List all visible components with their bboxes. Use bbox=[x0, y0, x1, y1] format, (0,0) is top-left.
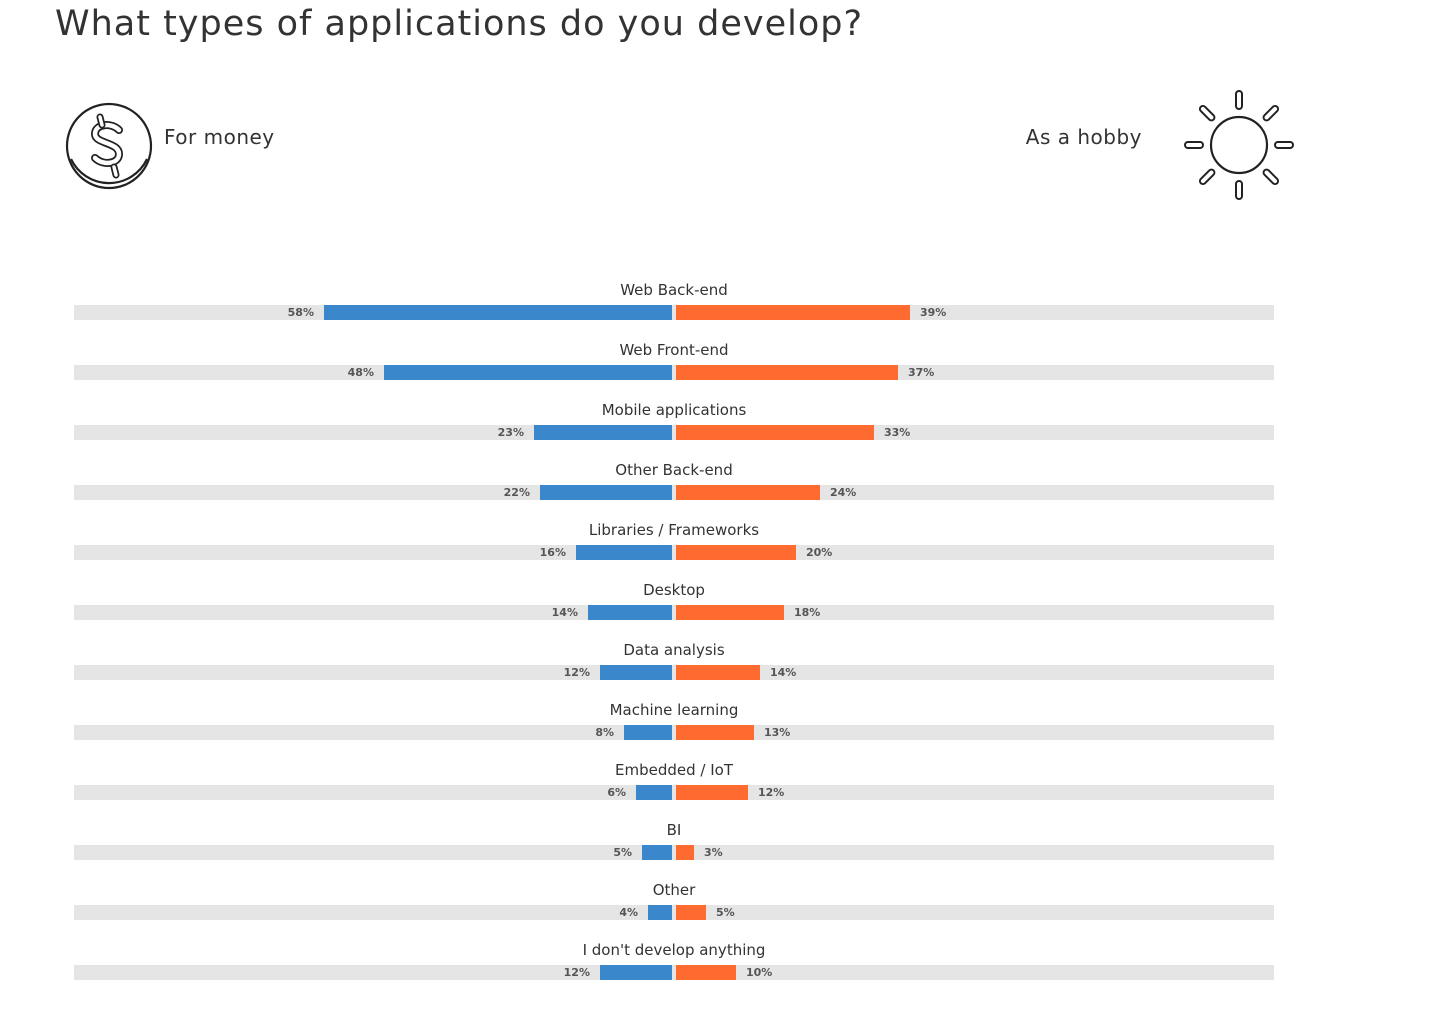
category-label: Other Back-end bbox=[615, 461, 732, 479]
bar-as-a-hobby bbox=[676, 845, 694, 860]
bar-for-money bbox=[648, 905, 672, 920]
value-label-as-a-hobby: 24% bbox=[830, 486, 856, 499]
value-label-as-a-hobby: 14% bbox=[770, 666, 796, 679]
bar-as-a-hobby bbox=[676, 305, 910, 320]
value-label-for-money: 23% bbox=[498, 426, 524, 439]
bar-track bbox=[74, 905, 1274, 920]
bar-for-money bbox=[588, 605, 672, 620]
bar-as-a-hobby bbox=[676, 905, 706, 920]
value-label-as-a-hobby: 12% bbox=[758, 786, 784, 799]
bar-for-money bbox=[636, 785, 672, 800]
value-label-for-money: 8% bbox=[595, 726, 614, 739]
value-label-as-a-hobby: 3% bbox=[704, 846, 723, 859]
bar-track bbox=[74, 725, 1274, 740]
bar-as-a-hobby bbox=[676, 545, 796, 560]
value-label-for-money: 12% bbox=[564, 966, 590, 979]
bar-track bbox=[74, 305, 1274, 320]
category-label: Libraries / Frameworks bbox=[589, 521, 759, 539]
value-label-for-money: 48% bbox=[348, 366, 374, 379]
money-coin-icon bbox=[65, 102, 153, 190]
category-label: Data analysis bbox=[623, 641, 725, 659]
bar-for-money bbox=[324, 305, 672, 320]
chart-title: What types of applications do you develo… bbox=[55, 4, 864, 44]
category-label: Other bbox=[653, 881, 696, 899]
value-label-as-a-hobby: 20% bbox=[806, 546, 832, 559]
category-label: I don't develop anything bbox=[583, 941, 766, 959]
value-label-for-money: 5% bbox=[613, 846, 632, 859]
bar-for-money bbox=[600, 965, 672, 980]
value-label-as-a-hobby: 18% bbox=[794, 606, 820, 619]
category-label: Web Front-end bbox=[619, 341, 728, 359]
bar-for-money bbox=[642, 845, 672, 860]
value-label-as-a-hobby: 37% bbox=[908, 366, 934, 379]
category-label: Mobile applications bbox=[602, 401, 747, 419]
value-label-for-money: 12% bbox=[564, 666, 590, 679]
bar-track bbox=[74, 545, 1274, 560]
bar-track bbox=[74, 605, 1274, 620]
value-label-for-money: 6% bbox=[607, 786, 626, 799]
bar-for-money bbox=[624, 725, 672, 740]
category-label: Machine learning bbox=[610, 701, 739, 719]
bar-as-a-hobby bbox=[676, 425, 874, 440]
category-label: Desktop bbox=[643, 581, 705, 599]
bar-track bbox=[74, 965, 1274, 980]
bar-track bbox=[74, 845, 1274, 860]
sun-icon bbox=[1184, 90, 1294, 200]
bar-as-a-hobby bbox=[676, 785, 748, 800]
value-label-for-money: 16% bbox=[540, 546, 566, 559]
as-a-hobby-label: As a hobby bbox=[1025, 125, 1142, 149]
value-label-for-money: 22% bbox=[504, 486, 530, 499]
bar-for-money bbox=[540, 485, 672, 500]
value-label-for-money: 4% bbox=[619, 906, 638, 919]
bar-as-a-hobby bbox=[676, 485, 820, 500]
bar-as-a-hobby bbox=[676, 725, 754, 740]
bar-as-a-hobby bbox=[676, 965, 736, 980]
bar-for-money bbox=[576, 545, 672, 560]
bar-as-a-hobby bbox=[676, 365, 898, 380]
bar-as-a-hobby bbox=[676, 605, 784, 620]
category-label: Web Back-end bbox=[620, 281, 728, 299]
value-label-as-a-hobby: 13% bbox=[764, 726, 790, 739]
bar-track bbox=[74, 425, 1274, 440]
bar-for-money bbox=[384, 365, 672, 380]
bar-for-money bbox=[534, 425, 672, 440]
value-label-as-a-hobby: 10% bbox=[746, 966, 772, 979]
category-label: Embedded / IoT bbox=[615, 761, 734, 779]
for-money-label: For money bbox=[164, 125, 275, 149]
category-label: BI bbox=[667, 821, 682, 839]
value-label-for-money: 14% bbox=[552, 606, 578, 619]
value-label-as-a-hobby: 5% bbox=[716, 906, 735, 919]
bar-as-a-hobby bbox=[676, 665, 760, 680]
value-label-for-money: 58% bbox=[288, 306, 314, 319]
bar-for-money bbox=[600, 665, 672, 680]
bar-track bbox=[74, 365, 1274, 380]
value-label-as-a-hobby: 33% bbox=[884, 426, 910, 439]
bar-track bbox=[74, 785, 1274, 800]
value-label-as-a-hobby: 39% bbox=[920, 306, 946, 319]
bar-track bbox=[74, 665, 1274, 680]
bar-track bbox=[74, 485, 1274, 500]
